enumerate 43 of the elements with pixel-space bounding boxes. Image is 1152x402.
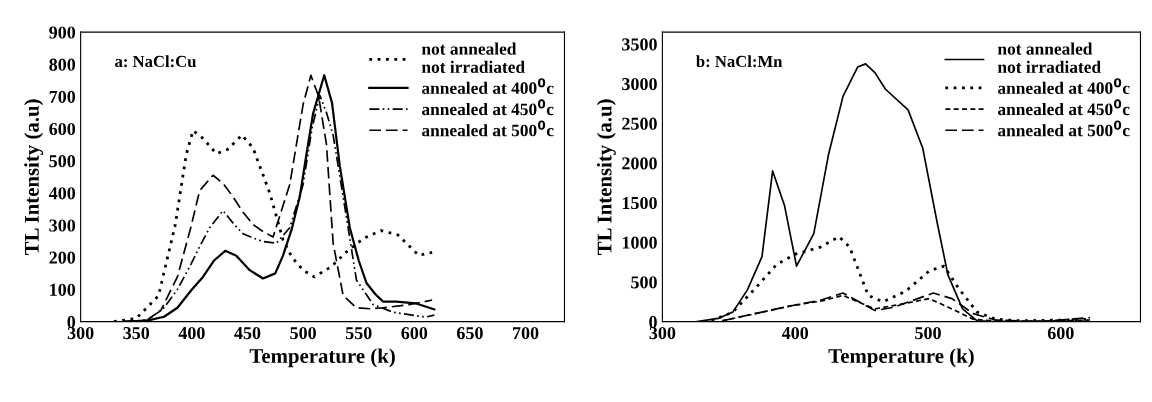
x-axis-title: Temperature (k) — [249, 348, 395, 368]
y-tick-label: 2000 — [622, 157, 657, 170]
x-axis-title: Temperature (k) — [828, 348, 974, 368]
legend-label: annealed at 400$^{0}$c — [997, 78, 1130, 94]
legend-label: annealed at 500$^{0}$c — [997, 120, 1130, 137]
x-tick-label: 700 — [513, 326, 539, 340]
y-tick-label: 3000 — [622, 77, 657, 91]
y-tick-label: 3500 — [622, 38, 657, 51]
y-tick-label: 500 — [631, 276, 657, 289]
annotation: b: NaCl:Mn — [696, 55, 783, 68]
x-tick-label: 450 — [234, 326, 261, 340]
y-axis-title: TL Intensity (a.u) — [24, 99, 44, 255]
y-tick-label: 200 — [49, 251, 76, 264]
y-tick-label: 1500 — [622, 196, 657, 210]
x-tick-label: 500 — [915, 326, 941, 340]
y-tick-label: 2500 — [622, 117, 657, 130]
y-tick-label: 600 — [49, 122, 76, 136]
x-tick-label: 400 — [781, 326, 809, 340]
x-tick-label: 500 — [290, 326, 316, 340]
y-tick-label: 700 — [49, 90, 76, 103]
legend-label: annealed at 500$^{0}$c — [421, 120, 554, 137]
x-tick-label: 400 — [178, 326, 205, 340]
x-tick-label: 300 — [649, 326, 676, 340]
x-tick-label: 350 — [123, 326, 150, 340]
y-tick-label: 400 — [48, 187, 76, 200]
y-axis-title: TL Intensity (a.u) — [596, 99, 616, 255]
x-tick-label: 650 — [457, 326, 483, 340]
legend-label: annealed at 450$^{0}$c — [997, 99, 1130, 116]
x-tick-label: 300 — [67, 326, 94, 340]
x-tick-label: 550 — [345, 326, 372, 340]
y-tick-label: 500 — [49, 155, 76, 168]
x-tick-label: 600 — [1047, 326, 1074, 340]
y-tick-label: 0 — [649, 315, 657, 329]
y-tick-label: 800 — [49, 58, 76, 71]
y-tick-label: 1000 — [622, 236, 657, 249]
y-tick-label: 900 — [49, 26, 76, 39]
x-tick-label: 600 — [401, 326, 428, 340]
legend-label: annealed at 450$^{0}$c — [421, 99, 554, 116]
y-tick-label: 0 — [67, 315, 76, 329]
annotation: a: NaCl:Cu — [115, 55, 196, 68]
y-tick-label: 100 — [50, 283, 76, 296]
legend-label: annealed at 400$^{0}$c — [421, 78, 554, 94]
y-tick-label: 300 — [49, 219, 76, 232]
